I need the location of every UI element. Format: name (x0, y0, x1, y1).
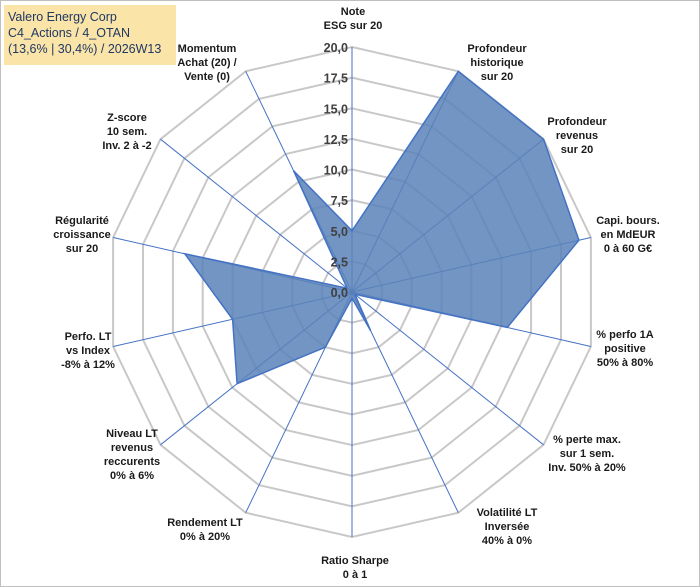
tick-label: 12,5 (324, 133, 348, 147)
axis-label-6: % perte max. sur 1 sem. Inv. 50% à 20% (548, 434, 626, 474)
series-area (183, 70, 580, 385)
axis-label-10: Niveau LT revenus reccurents 0% à 6% (104, 428, 160, 482)
axis-label-13: Z-score 10 sem. Inv. 2 à -2 (102, 112, 151, 152)
chart-title-box: Valero Energy Corp C4_Actions / 4_OTAN (… (4, 5, 176, 65)
axis-labels: Note ESG sur 20 Profondeur historique sur 20… (53, 6, 660, 581)
tick-label: 20,0 (324, 41, 348, 55)
tick-label: 10,0 (324, 164, 348, 178)
spoke-6 (351, 291, 544, 446)
axis-label-4: Capi. bours. en MdEUR 0 à 60 G€ (596, 215, 660, 255)
axis-label-2: Profondeur historique sur 20 (467, 43, 527, 83)
axis-label-3: Profondeur revenus sur 20 (547, 116, 607, 156)
axis-label-9: Rendement LT 0% à 20% (167, 517, 243, 543)
radar-series (183, 70, 580, 385)
title-line-1: Valero Energy Corp (8, 10, 117, 24)
tick-label: 17,5 (324, 72, 348, 86)
axis-label-11: Perfo. LT vs Index -8% à 12% (61, 331, 115, 371)
tick-label: 2,5 (331, 255, 348, 269)
axis-label-14: Momentum Achat (20) / Vente (0) (177, 43, 236, 83)
axis-label-7: Volatilité LT Inversée 40% à 0% (477, 507, 538, 547)
tick-label: 5,0 (331, 225, 348, 239)
radial-tick-labels: 0,0 2,5 5,0 7,5 10,0 12,5 15,0 17,5 20,0 (324, 41, 348, 300)
title-line-2: C4_Actions / 4_OTAN (8, 26, 131, 40)
title-line-3: (13,6% | 30,4%) / 2026W13 (8, 42, 162, 56)
axis-label-8: Ratio Sharpe 0 à 1 (321, 555, 389, 581)
axis-label-12: Régularité croissance sur 20 (53, 215, 110, 255)
axis-label-1: Note ESG sur 20 (324, 6, 383, 32)
tick-label: 15,0 (324, 102, 348, 116)
axis-label-5: % perfo 1A positive 50% à 80% (596, 329, 654, 369)
tick-label: 7,5 (331, 194, 348, 208)
tick-label: 0,0 (331, 286, 348, 300)
spoke-13 (160, 138, 353, 293)
